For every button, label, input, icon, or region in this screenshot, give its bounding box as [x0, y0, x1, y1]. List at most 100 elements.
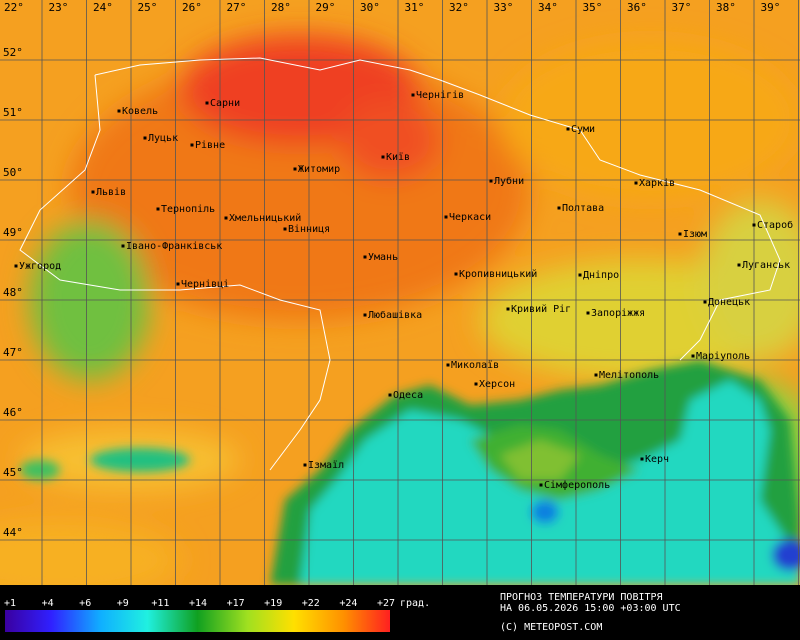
border [94, 57, 781, 361]
city-dot [634, 181, 638, 185]
city-label: Суми [571, 124, 595, 135]
lat-label: 49° [3, 226, 23, 239]
city-label: Староб [757, 219, 793, 231]
city-dot [91, 190, 95, 194]
lat-label: 45° [3, 466, 23, 479]
city-dot [388, 393, 392, 397]
city-dot [703, 300, 707, 304]
city-dot [303, 463, 307, 467]
border [19, 74, 331, 471]
city-dot [678, 232, 682, 236]
city-label: Умань [368, 252, 398, 263]
city-label: Хмельницький [229, 212, 301, 224]
city-dot [444, 215, 448, 219]
city-label: Сарни [210, 98, 240, 109]
city-label: Ужгород [19, 261, 61, 272]
lon-label: 30° [360, 1, 380, 14]
city-label: Лубни [494, 175, 524, 187]
city-dot [454, 272, 458, 276]
lon-label: 24° [93, 1, 113, 14]
lon-label: 31° [405, 1, 425, 14]
legend-tick: +22 [302, 598, 320, 609]
lon-label: 26° [182, 1, 202, 14]
city-dot [363, 255, 367, 259]
legend-tick: +11 [151, 598, 169, 609]
legend-tick: +9 [117, 598, 129, 609]
city-dot [121, 244, 125, 248]
legend-tick: +14 [189, 598, 207, 609]
city-dot [156, 207, 160, 211]
legend-tick: +1 [4, 598, 16, 609]
city-dot [381, 155, 385, 159]
city-dot [143, 136, 147, 140]
legend-date: НА 06.05.2026 15:00 +03:00 UTC [500, 603, 681, 614]
lon-label: 27° [227, 1, 247, 14]
city-dot [283, 227, 287, 231]
city-label: Чернівці [181, 278, 229, 290]
graticule: 22° 23° 24° 25° 26° 27° 28° 29° 30° 31° 32° 33° 34° 3… [0, 0, 800, 585]
lat-label: 47° [3, 346, 23, 359]
city-label: Ізюм [683, 229, 707, 240]
city-label: Харків [639, 177, 675, 189]
city-label: Черкаси [449, 212, 491, 223]
city-label: Чернігів [416, 89, 464, 101]
lon-label: 33° [494, 1, 514, 14]
city-dot [691, 354, 695, 358]
lat-label: 51° [3, 106, 23, 119]
city-label: Полтава [562, 203, 604, 214]
city-label: Житомир [298, 164, 340, 175]
city-dot [586, 311, 590, 315]
legend-tick: +27 [377, 598, 395, 609]
lon-label: 28° [271, 1, 291, 14]
city-dot [446, 363, 450, 367]
lon-label: 32° [449, 1, 469, 14]
city-label: Тернопіль [161, 203, 215, 215]
lon-label: 38° [716, 1, 736, 14]
legend-tick: +17 [227, 598, 245, 609]
city-label: Київ [386, 152, 410, 163]
lat-label: 44° [3, 526, 23, 539]
cities: Ковель Сарни Чернігів Луцьк Рівне Суми Київ Жит… [14, 89, 793, 491]
lon-label: 37° [672, 1, 692, 14]
lon-label: 29° [316, 1, 336, 14]
city-dot [117, 109, 121, 113]
city-dot [594, 373, 598, 377]
legend-tick: +6 [79, 598, 91, 609]
city-label: Маріуполь [696, 350, 750, 362]
city-label: Херсон [479, 379, 515, 390]
lat-label: 50° [3, 166, 23, 179]
legend-tick: +19 [264, 598, 282, 609]
city-label: Мелітополь [599, 369, 659, 381]
legend-tick: +24 [339, 598, 357, 609]
city-label: Кропивницький [459, 268, 537, 280]
city-dot [557, 206, 561, 210]
city-dot [489, 179, 493, 183]
city-dot [411, 93, 415, 97]
city-label: Львів [96, 186, 126, 198]
city-label: Сімферополь [544, 479, 610, 491]
city-dot [578, 273, 582, 277]
lat-label: 52° [3, 46, 23, 59]
city-dot [190, 143, 194, 147]
city-label: Ізмаїл [308, 460, 344, 471]
city-dot [737, 263, 741, 267]
city-label: Вінниця [288, 223, 330, 235]
lat-label: 48° [3, 286, 23, 299]
legend-title: ПРОГНОЗ ТЕМПЕРАТУРИ ПОВІТРЯ [500, 592, 663, 603]
city-dot [293, 167, 297, 171]
city-dot [752, 223, 756, 227]
lon-label: 25° [138, 1, 158, 14]
city-dot [640, 457, 644, 461]
city-dot [224, 216, 228, 220]
temperature-field [0, 0, 800, 600]
city-label: Любашівка [368, 309, 422, 321]
city-label: Івано-Франківськ [126, 240, 222, 252]
city-dot [566, 127, 570, 131]
legend-tick: +4 [42, 598, 54, 609]
lon-label: 34° [538, 1, 558, 14]
city-dot [14, 264, 18, 268]
city-label: Рівне [195, 139, 225, 151]
city-label: Луганськ [742, 260, 790, 271]
